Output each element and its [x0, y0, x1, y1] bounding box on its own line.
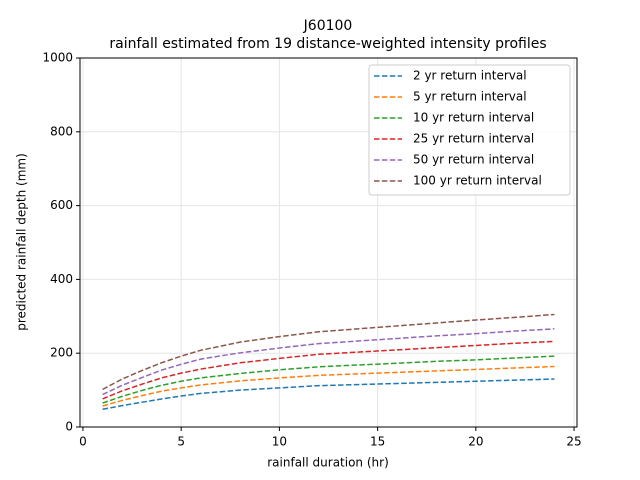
x-tick-label: 15: [370, 435, 385, 449]
x-tick-label: 20: [468, 435, 483, 449]
data-line: [102, 355, 555, 404]
data-line: [102, 340, 555, 400]
legend-label: 2 yr return interval: [413, 69, 527, 83]
x-tick-label: 5: [177, 435, 185, 449]
legend-label: 50 yr return interval: [413, 153, 534, 167]
legend-label: 5 yr return interval: [413, 90, 527, 104]
legend-label: 100 yr return interval: [413, 174, 542, 188]
data-line: [102, 313, 555, 391]
chart-subtitle: rainfall estimated from 19 distance-weig…: [109, 36, 546, 52]
y-tick-label: 600: [50, 198, 73, 212]
x-tick-label: 0: [79, 435, 87, 449]
y-tick-label: 0: [65, 420, 73, 434]
y-tick-label: 200: [50, 346, 73, 360]
y-axis-label: predicted rainfall depth (mm): [15, 153, 29, 331]
y-tick-label: 400: [50, 272, 73, 286]
data-line: [102, 378, 555, 411]
axes-frame: [79, 57, 578, 428]
legend-box: [368, 64, 571, 196]
y-tick-label: 1000: [42, 51, 73, 65]
x-tick-label: 10: [272, 435, 287, 449]
data-line: [102, 328, 555, 396]
legend-label: 10 yr return interval: [413, 111, 534, 125]
chart-title: J60100: [303, 18, 353, 34]
y-tick-label: 800: [50, 124, 73, 138]
legend-label: 25 yr return interval: [413, 132, 534, 146]
x-tick-label: 25: [566, 435, 581, 449]
x-axis-label: rainfall duration (hr): [267, 456, 389, 470]
